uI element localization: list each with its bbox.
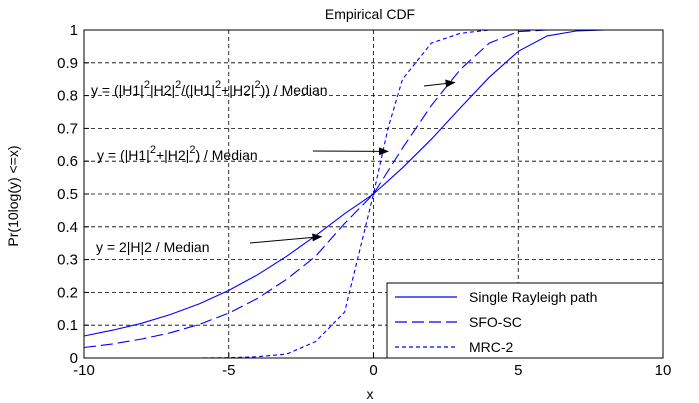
legend: Single Rayleigh path SFO-SC MRC-2 [386,282,664,359]
annotation-ann3: y = 2|H|2 / Median [96,239,210,255]
legend-label-1: Single Rayleigh path [469,289,597,305]
x-axis-label: x [367,386,374,402]
y-tick-label: 0.4 [57,219,78,236]
x-tick-label: 10 [655,362,672,379]
legend-label-2: SFO-SC [469,314,522,330]
y-tick-label: 0.2 [57,284,78,301]
series-line-3 [133,29,519,359]
y-tick-label: 0.1 [57,317,78,334]
x-tick-label: -10 [73,362,95,379]
y-tick-label: 0.8 [57,88,78,105]
annotation-ann1: y = (|H1|2|H2|2/(|H1|2+|H2|2)) / Median [91,79,328,98]
y-tick-label: 0.5 [57,186,78,203]
y-tick-label: 0.3 [57,252,78,269]
annotation-ann2: y = (|H1|2+|H2|2) / Median [97,144,258,163]
axis-ticks: -10 -5 0 5 10 0 0.1 0.2 0.3 0.4 0.5 0.6 0.7 0.8 0.9 1 [57,22,671,379]
y-tick-label: 0 [70,350,78,367]
series-layer [83,29,663,359]
annotation-arrow [249,233,323,244]
legend-label-3: MRC-2 [469,339,514,355]
y-axis-label: Pr(10log(y) <=x) [5,145,21,246]
annotations: y = (|H1|2|H2|2/(|H1|2+|H2|2)) / Median y… [91,79,456,255]
chart-title: Empirical CDF [325,6,415,22]
x-tick-label: 0 [369,362,377,379]
legend-box [386,282,664,359]
annotation-arrow [423,79,456,88]
x-tick-label: -5 [222,362,235,379]
series-line-1 [83,29,663,337]
x-tick-label: 5 [514,362,522,379]
y-tick-label: 0.7 [57,120,78,137]
y-tick-label: 0.9 [57,55,78,72]
y-tick-label: 0.6 [57,153,78,170]
y-tick-label: 1 [70,22,78,39]
